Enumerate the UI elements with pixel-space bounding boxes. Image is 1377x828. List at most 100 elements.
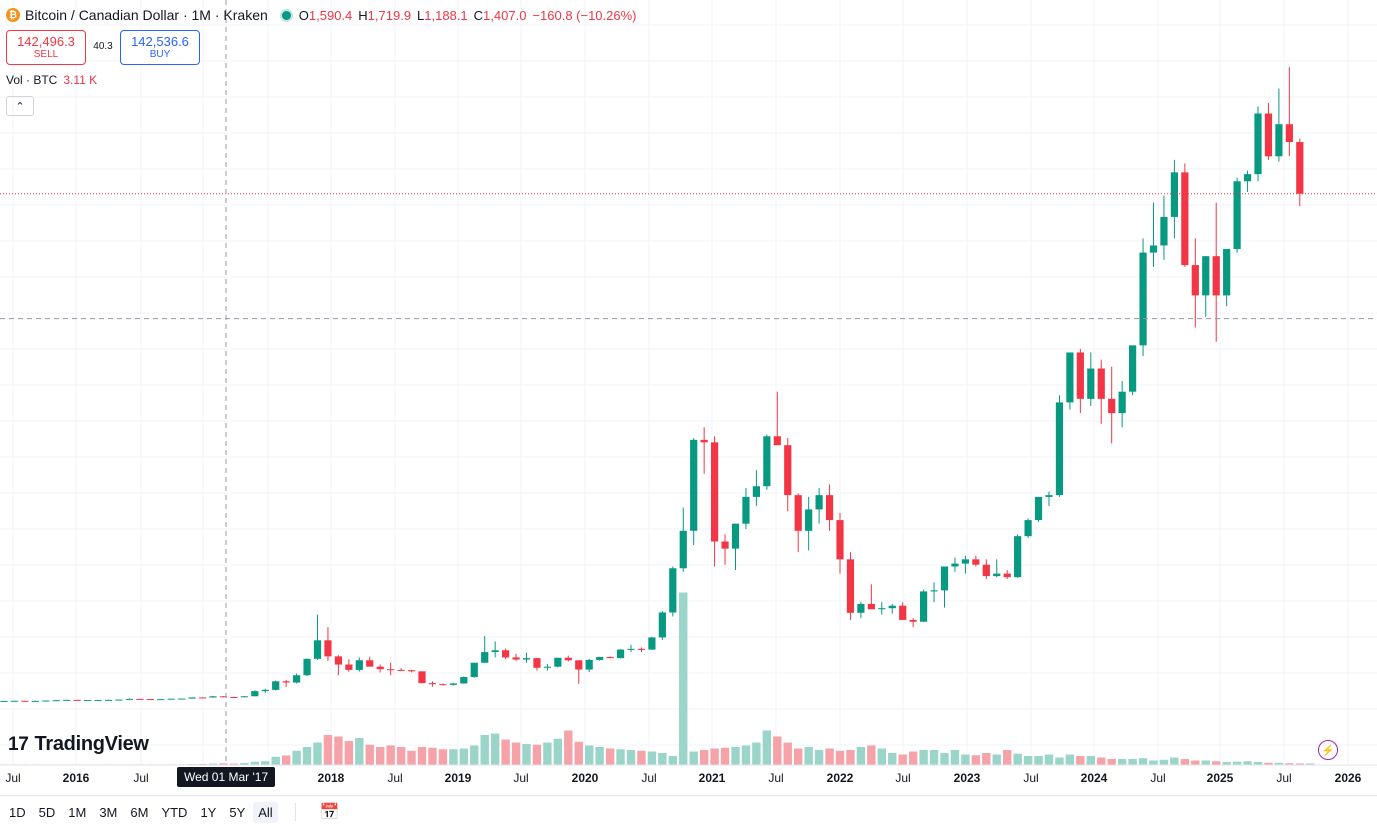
candle-body <box>878 608 886 610</box>
candle-body <box>94 700 102 702</box>
candle-body <box>1264 113 1273 157</box>
volume-bar <box>1170 757 1179 765</box>
volume-bar <box>396 747 406 765</box>
candle-body <box>1202 256 1210 296</box>
lightning-icon[interactable]: ⚡ <box>1318 740 1338 760</box>
volume-bar <box>428 747 437 765</box>
sell-button[interactable]: 142,496.3 SELL <box>6 30 86 65</box>
spread-value: 40.3 <box>93 41 113 52</box>
candle-body <box>1129 345 1137 392</box>
candle-body <box>972 559 980 565</box>
x-tick-label: 2019 <box>445 771 472 785</box>
volume-bar <box>794 748 803 765</box>
x-tick-label: Jul <box>895 771 910 785</box>
candle-body <box>449 683 457 685</box>
candle-body <box>700 439 708 443</box>
range-button-1m[interactable]: 1M <box>68 804 87 820</box>
candle-body <box>42 700 50 702</box>
candle-body <box>355 660 363 670</box>
volume-bar <box>626 750 636 765</box>
volume-bar <box>1149 760 1158 765</box>
candle-body <box>857 603 865 613</box>
candle-body <box>481 652 489 663</box>
volume-bar <box>992 754 1001 765</box>
volume-bar <box>365 744 374 765</box>
candle-body <box>115 699 123 701</box>
candle-body <box>21 700 29 702</box>
candle-body <box>1296 142 1304 194</box>
candle-body <box>721 541 729 549</box>
volume-bar <box>271 756 280 765</box>
candle-body <box>982 564 990 577</box>
range-button-3m[interactable]: 3M <box>99 804 118 820</box>
x-tick-label: Jul <box>1023 771 1038 785</box>
candle-body <box>1223 249 1231 296</box>
candle-body <box>240 696 248 698</box>
volume-bar <box>250 761 259 765</box>
volume-bar <box>1159 759 1169 765</box>
range-button-all[interactable]: All <box>253 801 278 823</box>
candle-body <box>1149 245 1158 253</box>
x-tick-label: Jul <box>387 771 402 785</box>
range-button-6m[interactable]: 6M <box>130 804 149 820</box>
volume-bar <box>1086 756 1095 765</box>
candle-body <box>188 697 196 699</box>
volume-bar <box>741 745 751 765</box>
volume-bar <box>710 748 719 765</box>
candle-body <box>157 699 165 701</box>
candle-body <box>742 496 750 524</box>
volume-bar <box>940 753 949 765</box>
ohlc-high: H1,719.9 <box>358 7 412 23</box>
volume-bar <box>1295 763 1304 765</box>
buy-button[interactable]: 142,536.6 BUY <box>120 30 200 65</box>
price-change: −160.8 (−10.26%) <box>532 7 637 23</box>
candle-body <box>888 605 896 609</box>
candle-body <box>993 573 1001 577</box>
candle-body <box>690 439 698 531</box>
volume-bar <box>846 750 855 765</box>
candle-body <box>1254 113 1262 175</box>
candle-body <box>1243 174 1252 182</box>
range-button-ytd[interactable]: YTD <box>161 804 188 820</box>
volume-bar <box>459 748 468 765</box>
volume-bar <box>1097 757 1106 765</box>
tradingview-logo[interactable]: 17 TradingView <box>8 733 149 756</box>
ohlc-open: O1,590.4 <box>298 7 353 23</box>
candle-body <box>491 650 499 653</box>
candle-body <box>63 699 71 701</box>
volume-bar <box>511 742 521 765</box>
volume-legend: Vol · BTC 3.11 K <box>6 73 98 87</box>
symbol-title[interactable]: Bitcoin / Canadian Dollar · 1M · Kraken <box>25 7 268 23</box>
chart-legend: ₿ Bitcoin / Canadian Dollar · 1M · Krake… <box>6 5 637 25</box>
volume-bar <box>1253 762 1263 765</box>
collapse-legend-button[interactable]: ⌃ <box>6 96 34 116</box>
volume-bar <box>1023 756 1033 765</box>
candle-body <box>1108 398 1116 414</box>
candle-body <box>658 612 666 638</box>
candle-body <box>1170 172 1178 217</box>
candle-body <box>1285 124 1293 143</box>
range-button-5y[interactable]: 5Y <box>229 804 246 820</box>
volume-bar <box>888 753 897 765</box>
candle-body <box>585 659 593 670</box>
bitcoin-icon: ₿ <box>6 8 20 22</box>
volume-bar <box>1076 756 1085 765</box>
x-tick-label: Jul <box>641 771 656 785</box>
candle-body <box>261 689 269 692</box>
volume-bar <box>1044 754 1054 765</box>
date-range-calendar-icon[interactable]: 📅 <box>319 804 340 821</box>
volume-bar <box>229 763 239 765</box>
candle-body <box>198 697 207 699</box>
range-button-1y[interactable]: 1Y <box>200 804 217 820</box>
volume-bar <box>804 747 813 765</box>
candle-body <box>543 666 551 668</box>
candle-body <box>313 640 322 659</box>
range-button-5d[interactable]: 5D <box>38 804 56 820</box>
price-chart[interactable]: Jul2016Jul2017Jul2018Jul2019Jul2020Jul20… <box>0 0 1377 795</box>
x-tick-label: Jul <box>513 771 528 785</box>
range-button-1d[interactable]: 1D <box>9 804 26 820</box>
candle-body <box>899 605 907 620</box>
volume-bar <box>438 749 448 765</box>
candle-body <box>711 442 719 542</box>
candle-body <box>909 619 917 622</box>
